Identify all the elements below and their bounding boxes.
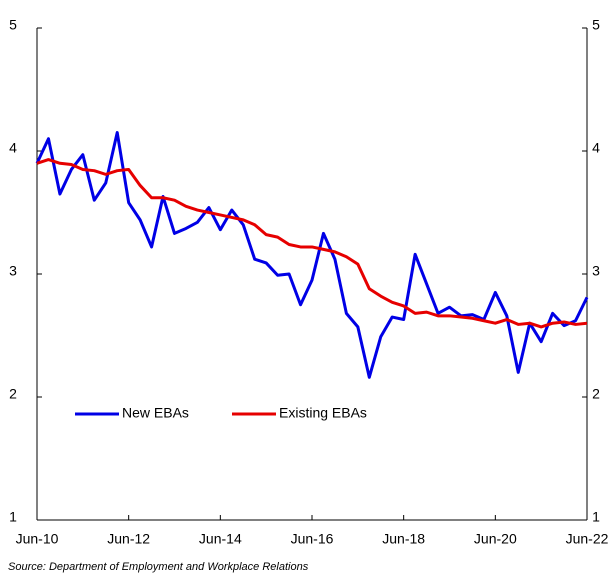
y2-tick-label: 4 [592, 140, 600, 156]
x-tick-label: Jun-14 [199, 531, 242, 547]
y2-tick-label: 1 [592, 509, 600, 525]
y2-tick-label: 5 [592, 17, 600, 33]
legend-label: New EBAs [122, 405, 189, 421]
y-tick-label: 3 [9, 263, 17, 279]
x-tick-label: Jun-20 [474, 531, 517, 547]
x-tick-label: Jun-22 [566, 531, 609, 547]
legend-label: Existing EBAs [279, 405, 367, 421]
y-tick-label: 5 [9, 17, 17, 33]
source-note: Source: Department of Employment and Wor… [8, 561, 309, 573]
x-tick-label: Jun-12 [107, 531, 150, 547]
x-tick-label: Jun-18 [382, 531, 425, 547]
y2-tick-label: 3 [592, 263, 600, 279]
line-series [36, 158, 588, 329]
x-tick-label: Jun-10 [16, 531, 59, 547]
x-tick-label: Jun-16 [291, 531, 334, 547]
line-series [35, 131, 589, 379]
y-tick-label: 2 [9, 386, 17, 402]
y-tick-label: 1 [9, 509, 17, 525]
y-tick-label: 4 [9, 140, 17, 156]
y2-tick-label: 2 [592, 386, 600, 402]
